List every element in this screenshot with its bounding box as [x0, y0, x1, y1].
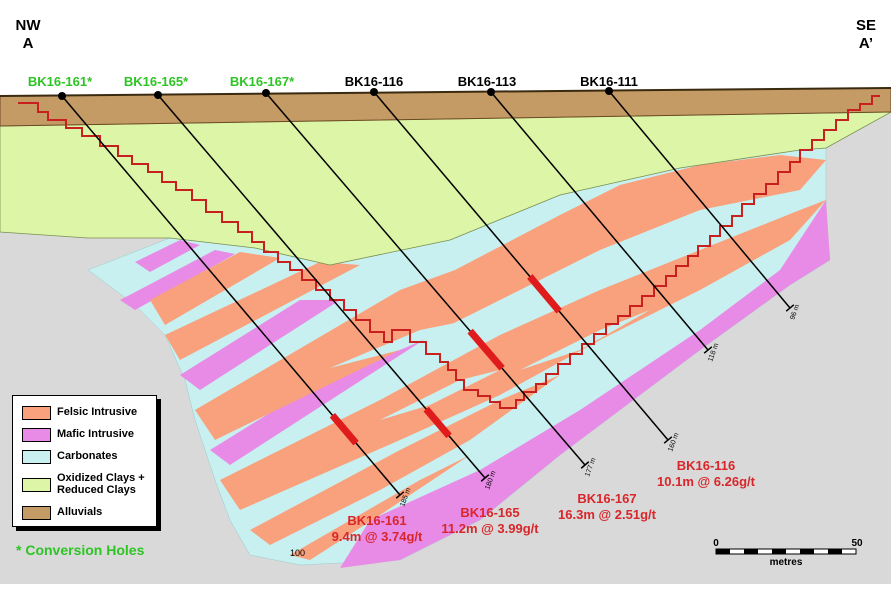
mafic-lower	[340, 200, 830, 568]
scale-start: 0	[713, 538, 719, 549]
mafic-band	[120, 250, 235, 310]
hole-name-label: BK16-111	[580, 74, 638, 89]
pit-outline	[18, 95, 880, 409]
collar-marker	[370, 88, 378, 96]
end-of-hole-tick	[663, 436, 673, 444]
elevation-label: 100	[290, 548, 305, 558]
legend-swatch	[22, 428, 51, 442]
end-of-hole-tick	[785, 304, 795, 312]
collar-marker	[487, 88, 495, 96]
legend-item-mafic: Mafic Intrusive	[22, 428, 134, 442]
hole-name-label: BK16-165*	[124, 74, 189, 89]
hole-name-label: BK16-113	[458, 74, 517, 89]
conversion-note: * Conversion Holes	[16, 542, 145, 558]
legend-item-clays: Oxidized Clays + Reduced Clays	[22, 472, 145, 496]
legend-swatch	[22, 450, 51, 464]
a-prime-label: A’	[859, 35, 873, 52]
mineralized-intercept	[423, 406, 452, 439]
mineralized-intercept	[467, 328, 505, 371]
legend-label: Mafic Intrusive	[57, 428, 135, 440]
collar-marker	[154, 91, 162, 99]
legend-item-carbonates: Carbonates	[22, 450, 118, 464]
hole-name-label: BK16-167*	[230, 74, 295, 89]
mafic-band	[180, 300, 340, 390]
mineralized-intercept	[527, 274, 562, 314]
clays-layer	[0, 111, 891, 266]
mineralized-intercept	[329, 412, 359, 446]
end-of-hole-tick	[480, 474, 490, 482]
end-of-hole-tick	[580, 461, 590, 469]
mafic-band	[135, 240, 200, 272]
mafic-band	[210, 310, 470, 465]
drill-trace	[373, 91, 669, 441]
intercept-hole: BK16-165	[460, 505, 519, 520]
legend-item-alluvials: Alluvials	[22, 506, 102, 520]
felsic-band	[195, 155, 826, 440]
drill-trace	[265, 92, 586, 466]
carbonate-lens	[380, 370, 500, 420]
legend-swatch	[22, 478, 51, 492]
felsic-band	[220, 200, 826, 510]
intercept-hole: BK16-116	[677, 458, 736, 473]
a-label: A	[23, 35, 34, 52]
hole-name-label: BK16-116	[345, 74, 404, 89]
intercept-hole: BK16-161	[347, 513, 406, 528]
felsic-band	[250, 375, 560, 545]
legend-label: Felsic Intrusive	[57, 406, 138, 418]
carbonate-lens	[330, 320, 470, 368]
legend-label: Alluvials	[57, 506, 103, 518]
legend-item-felsic: Felsic Intrusive	[22, 406, 137, 420]
legend-label: Oxidized Clays +	[57, 472, 145, 484]
se-label: SE	[856, 17, 876, 34]
intercept-result: 10.1m @ 6.26g/t	[657, 474, 756, 489]
legend-swatch	[22, 406, 51, 420]
nw-label: NW	[16, 17, 42, 34]
legend-label: Carbonates	[57, 450, 118, 462]
topography-line	[0, 87, 891, 97]
legend-label-group: Oxidized Clays + Reduced Clays	[57, 472, 145, 496]
drill-trace	[608, 90, 791, 309]
end-of-hole-tick	[395, 491, 405, 499]
scale-end: 50	[851, 538, 863, 549]
legend: Felsic Intrusive Mafic Intrusive Carbona…	[12, 395, 157, 527]
scale-bar: 0 50 metres	[713, 538, 863, 568]
intercept-result: 16.3m @ 2.51g/t	[558, 507, 657, 522]
end-of-hole-tick	[703, 346, 713, 354]
collar-marker	[605, 87, 613, 95]
drill-trace	[490, 91, 709, 351]
legend-swatch	[22, 506, 51, 520]
legend-label: Reduced Clays	[57, 484, 136, 496]
scale-unit: metres	[770, 557, 803, 568]
felsic-band	[165, 262, 360, 360]
collar-marker	[262, 89, 270, 97]
felsic-band	[150, 252, 280, 325]
felsic-band	[290, 455, 470, 560]
intercept-hole: BK16-167	[577, 491, 636, 506]
hole-depth-label: 96 m	[789, 304, 801, 321]
hole-name-label: BK16-161*	[28, 74, 93, 89]
collar-marker	[58, 92, 66, 100]
intercept-result: 9.4m @ 3.74g/t	[332, 529, 423, 544]
intercept-result: 11.2m @ 3.99g/t	[441, 521, 539, 536]
